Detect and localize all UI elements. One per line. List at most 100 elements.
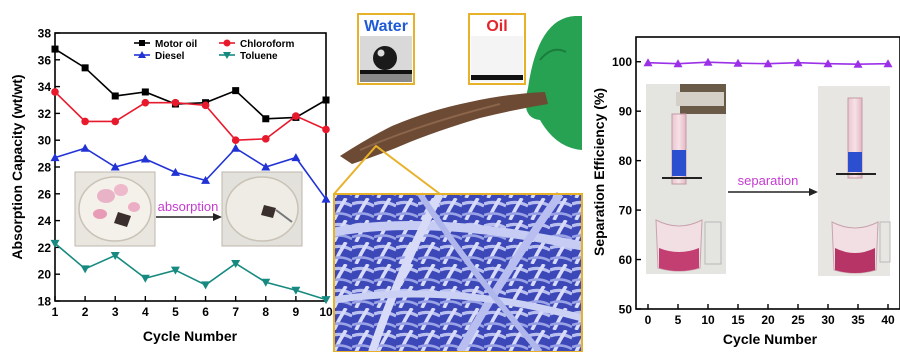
separation-data-point (703, 57, 713, 66)
absorption-annotation: absorption (158, 199, 219, 214)
absorption-data-point (231, 259, 241, 268)
absorption-data-point (50, 153, 60, 162)
absorption-data-point (201, 281, 211, 290)
absorption-x-tick-label: 7 (232, 305, 239, 319)
gloved-hand (525, 16, 582, 150)
absorption-x-axis-title: Cycle Number (143, 328, 238, 344)
zoom-lines (333, 144, 441, 195)
absorption-y-tick-label: 34 (38, 80, 52, 94)
absorption-data-point (231, 136, 240, 144)
separation-data-point (763, 59, 773, 68)
absorption-data-point (81, 117, 89, 126)
legend-marker-triangle-down (223, 52, 231, 59)
separation-y-tick-label: 80 (619, 154, 633, 168)
absorption-data-point (51, 45, 59, 53)
absorption-data-point (231, 143, 241, 152)
absorption-y-tick-label: 26 (38, 187, 52, 201)
separation-x-tick-label: 20 (761, 313, 775, 327)
absorption-x-tick-label: 3 (112, 305, 119, 319)
absorption-plot-frame (54, 32, 327, 302)
absorption-data-point (80, 143, 90, 152)
absorption-y-tick-label: 22 (38, 241, 52, 255)
absorption-legend: Motor oil Chloroform Diesel Toluene (134, 39, 295, 62)
absorption-data-point (50, 239, 60, 248)
absorption-series-line-2 (54, 147, 327, 200)
absorption-series-line-0 (54, 48, 327, 120)
absorption-series-layer (50, 45, 331, 305)
water-label: Water (364, 18, 408, 35)
separation-series-layer (643, 57, 893, 68)
absorption-data-point (261, 162, 271, 171)
separation-y-tick-label: 100 (612, 55, 632, 69)
separation-data-point (883, 59, 893, 68)
absorption-x-tick-label: 6 (202, 305, 209, 319)
separation-data-point (793, 58, 803, 67)
separation-x-tick-label: 5 (675, 313, 682, 327)
separation-x-tick-label: 40 (881, 313, 895, 327)
absorption-data-point (291, 153, 301, 162)
separation-data-point (853, 59, 863, 68)
absorption-x-tick-label: 2 (82, 305, 89, 319)
legend-marker-square (139, 40, 145, 46)
separation-annotation: separation (738, 173, 799, 188)
separation-inset: separation (646, 84, 891, 276)
absorption-data-point (321, 194, 331, 203)
separation-y-tick-label: 90 (619, 105, 633, 119)
absorption-data-point (321, 296, 331, 305)
absorption-x-tick-label: 10 (319, 305, 333, 319)
absorption-y-tick-label: 30 (38, 134, 52, 148)
absorption-data-point (170, 266, 180, 275)
oil-contact-angle-box: Oil (468, 13, 526, 85)
absorption-y-tick-label: 24 (38, 214, 52, 228)
separation-x-tick-label: 30 (821, 313, 835, 327)
separation-x-axis-title: Cycle Number (723, 331, 818, 347)
fibrous-membrane (340, 92, 548, 164)
absorption-data-point (170, 167, 180, 176)
absorption-data-point (201, 175, 211, 184)
absorption-data-point (261, 135, 270, 143)
absorption-y-tick-label: 38 (38, 27, 52, 41)
absorption-data-point (81, 64, 89, 72)
absorption-y-tick-label: 20 (38, 268, 52, 282)
separation-axis-ticks: 50 60 70 80 90 100 0 5 10 15 20 25 30 35 40 (612, 55, 895, 327)
absorption-y-tick-label: 28 (38, 161, 52, 175)
legend-label-chloroform: Chloroform (240, 39, 295, 50)
absorption-data-point (110, 162, 120, 171)
separation-chart: 50 60 70 80 90 100 0 5 10 15 20 25 30 35 40 Cycle Numb… (591, 36, 900, 347)
separation-data-point (643, 58, 653, 67)
material-photos-panel: Water Oil (333, 13, 583, 354)
separation-data-point (673, 59, 683, 68)
absorption-x-tick-label: 8 (262, 305, 269, 319)
absorption-data-point (171, 98, 180, 107)
absorption-data-point (141, 98, 150, 107)
absorption-data-point (110, 251, 120, 260)
absorption-inset: absorption (74, 171, 303, 247)
separation-x-tick-label: 15 (731, 313, 745, 327)
absorption-y-axis-title: Absorption Capacity (wt/wt) (9, 74, 25, 259)
absorption-series-line-3 (54, 242, 327, 301)
separation-x-tick-label: 0 (645, 313, 652, 327)
absorption-x-tick-label: 1 (52, 305, 59, 319)
absorption-y-tick-label: 18 (38, 295, 52, 309)
separation-x-tick-label: 10 (701, 313, 715, 327)
separation-data-point (733, 58, 743, 67)
absorption-data-point (262, 115, 270, 123)
water-contact-angle-box: Water (357, 13, 415, 85)
separation-y-tick-label: 60 (619, 253, 633, 267)
legend-marker-triangle-up (138, 51, 146, 58)
separation-y-tick-label: 70 (619, 204, 633, 218)
separation-data-point (823, 59, 833, 68)
separation-y-tick-label: 50 (619, 303, 633, 317)
legend-label-toluene: Toluene (240, 51, 278, 62)
absorption-x-tick-label: 5 (172, 305, 179, 319)
legend-marker-circle (223, 39, 231, 47)
absorption-data-point (141, 88, 149, 96)
separation-x-tick-label: 35 (851, 313, 865, 327)
absorption-data-point (140, 154, 150, 163)
absorption-x-tick-label: 9 (293, 305, 300, 319)
absorption-data-point (111, 92, 119, 100)
absorption-data-point (111, 117, 120, 126)
